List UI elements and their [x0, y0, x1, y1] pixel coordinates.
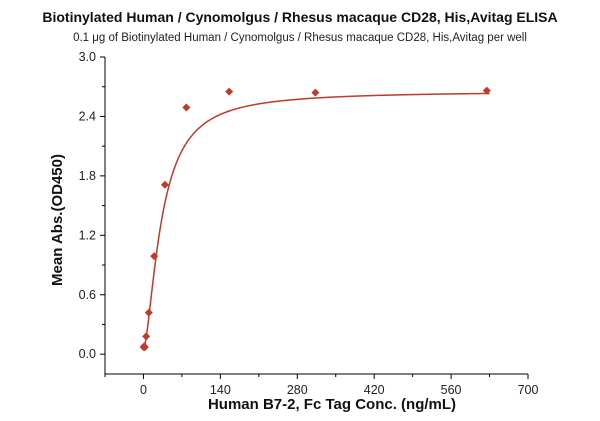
x-tick-label: 560 [441, 383, 462, 397]
data-point [144, 308, 153, 317]
data-point [142, 332, 151, 341]
y-tick-label: 2.4 [79, 109, 96, 123]
fit-curve [142, 92, 490, 350]
y-tick-label: 1.2 [79, 228, 96, 242]
data-point [311, 88, 320, 97]
chart-title: Biotinylated Human / Cynomolgus / Rhesus… [42, 9, 557, 25]
x-tick-label: 700 [518, 383, 539, 397]
x-axis-title: Human B7-2, Fc Tag Conc. (ng/mL) [208, 396, 456, 413]
plot-area [139, 86, 491, 352]
data-point [160, 180, 169, 189]
x-tick-label: 140 [210, 383, 231, 397]
chart-subtitle: 0.1 μg of Biotinylated Human / Cynomolgu… [73, 32, 527, 44]
x-axis: 0 140 280 420 560 700 [104, 373, 539, 397]
data-point [182, 103, 191, 112]
y-tick-label: 1.8 [79, 169, 96, 183]
y-tick-label: 0.6 [79, 288, 96, 302]
x-tick-label: 0 [140, 383, 147, 397]
x-tick-label: 420 [364, 383, 385, 397]
data-point [225, 87, 234, 96]
data-point [150, 252, 159, 261]
y-tick-label: 3.0 [79, 50, 96, 64]
y-axis: 0.0 0.6 1.2 1.8 2.4 3.0 [79, 50, 106, 374]
x-tick-label: 280 [287, 383, 308, 397]
data-point [140, 343, 149, 352]
y-axis-title: Mean Abs.(OD450) [49, 154, 66, 286]
y-tick-label: 0.0 [79, 347, 96, 361]
data-point [482, 86, 491, 95]
